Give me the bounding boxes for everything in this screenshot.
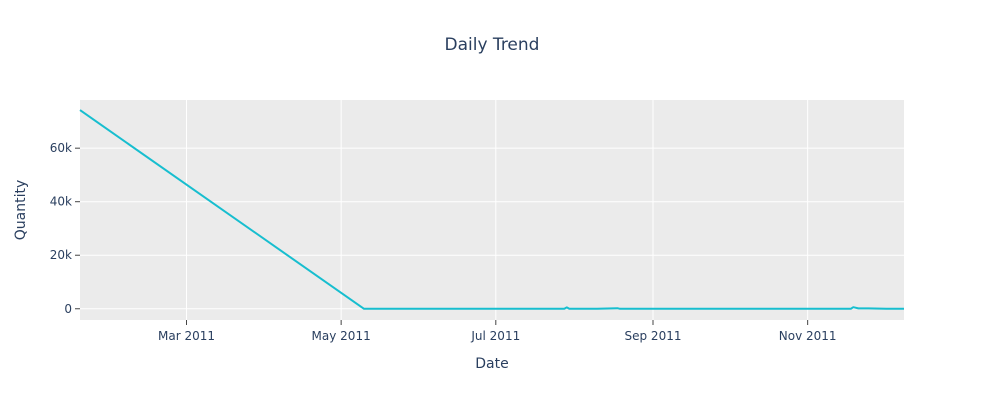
y-axis-ticks: 0 20k 40k 60k [50,141,80,316]
chart-title: Daily Trend [445,35,540,55]
y-tick-label: 40k [50,195,72,209]
y-tick-label: 60k [50,141,72,155]
plot-area [80,100,904,320]
y-axis-title: Quantity [13,180,29,241]
x-tick-label: Nov 2011 [779,329,837,343]
x-axis-ticks: Mar 2011 May 2011 Jul 2011 Sep 2011 Nov 2011 [158,320,837,343]
x-tick-label: Mar 2011 [158,329,215,343]
x-axis-title: Date [475,356,508,372]
x-tick-label: Sep 2011 [625,329,682,343]
series-line [79,109,904,310]
x-tick-label: May 2011 [312,329,371,343]
series-layer [79,109,904,310]
y-tick-label: 20k [50,248,72,262]
y-tick-label: 0 [64,302,72,316]
x-tick-label: Jul 2011 [470,329,520,343]
